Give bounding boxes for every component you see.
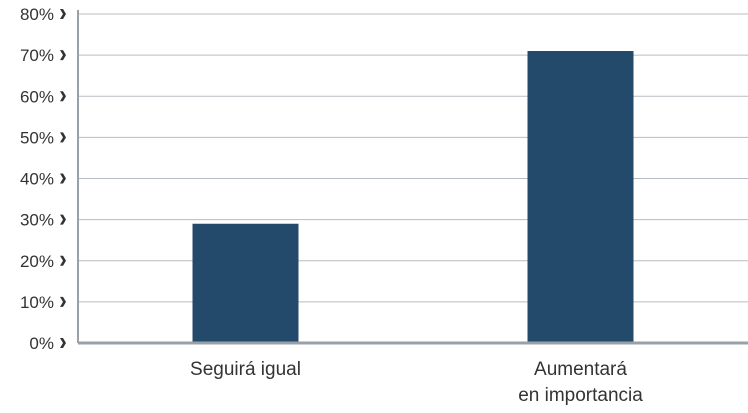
axes [77, 10, 748, 345]
x-tick-label: Aumentará en importancia [518, 359, 643, 406]
y-tick-label: 40% [20, 170, 54, 189]
y-tick-marker-icon [60, 255, 66, 266]
y-tick-marker-icon [60, 338, 66, 348]
x-axis-labels: Seguirá igual Aumentará en importancia [190, 359, 643, 406]
y-tick-marker-icon [60, 296, 66, 307]
y-tick-label: 50% [20, 128, 54, 147]
bar [527, 51, 634, 343]
y-tick-label: 70% [20, 46, 54, 65]
y-tick-label: 80% [20, 5, 54, 24]
y-tick-marker-icon [60, 132, 66, 143]
y-tick-marker-icon [60, 9, 66, 19]
y-axis-ticks: 0% 10% 20% 30% 40% 50% 60% 70% 80% [20, 5, 66, 353]
y-tick-marker-icon [60, 173, 66, 184]
y-tick-marker-icon [60, 50, 66, 61]
y-tick-marker-icon [60, 91, 66, 102]
y-tick-label: 0% [29, 334, 54, 353]
bar [192, 223, 299, 343]
y-tick-marker-icon [60, 214, 66, 225]
bars [192, 51, 634, 343]
gridlines [78, 13, 748, 303]
x-tick-label: Seguirá igual [190, 359, 301, 380]
y-tick-label: 60% [20, 87, 54, 106]
y-tick-label: 30% [20, 211, 54, 230]
y-tick-label: 10% [20, 293, 54, 312]
y-tick-label: 20% [20, 252, 54, 271]
